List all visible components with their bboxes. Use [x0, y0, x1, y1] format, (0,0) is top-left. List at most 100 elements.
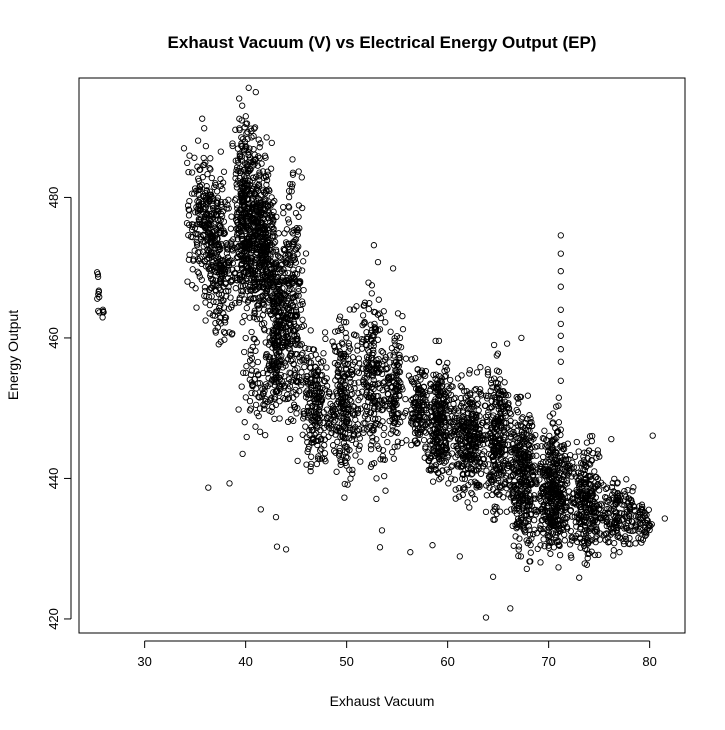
- data-point: [355, 446, 362, 453]
- data-point: [291, 237, 299, 244]
- data-point: [296, 388, 303, 395]
- data-point: [341, 480, 348, 488]
- data-point: [206, 310, 213, 317]
- data-point: [285, 250, 292, 258]
- data-point: [557, 491, 564, 498]
- data-point: [252, 347, 259, 354]
- data-point: [186, 152, 193, 159]
- data-point: [575, 511, 583, 519]
- data-point: [556, 527, 563, 534]
- data-point: [603, 522, 610, 530]
- data-point: [546, 539, 553, 546]
- data-point: [550, 460, 557, 467]
- data-point: [332, 426, 340, 433]
- data-point: [261, 402, 268, 409]
- data-point: [213, 188, 221, 195]
- data-point: [557, 500, 564, 507]
- data-point: [336, 427, 343, 434]
- data-point: [555, 465, 562, 472]
- data-point: [329, 442, 337, 449]
- data-point: [205, 212, 213, 219]
- data-point: [375, 296, 382, 303]
- data-point: [241, 296, 248, 303]
- data-point: [280, 203, 287, 211]
- data-point: [370, 369, 378, 377]
- data-point: [270, 225, 277, 232]
- data-point: [259, 201, 267, 208]
- data-point: [251, 125, 258, 132]
- data-point: [260, 390, 267, 398]
- data-point: [487, 451, 495, 459]
- data-point: [582, 491, 589, 498]
- data-point: [289, 156, 296, 163]
- data-point: [257, 259, 264, 266]
- data-point: [315, 355, 322, 363]
- data-point: [568, 554, 575, 561]
- data-point: [604, 484, 611, 491]
- data-point: [214, 308, 221, 315]
- data-point: [286, 327, 294, 334]
- data-point: [592, 538, 599, 546]
- data-point: [485, 408, 492, 416]
- data-point: [389, 448, 396, 456]
- data-point: [639, 503, 646, 511]
- x-tick-label: 30: [137, 654, 151, 669]
- data-point: [458, 436, 465, 443]
- x-tick-label: 60: [440, 654, 454, 669]
- data-point: [454, 463, 461, 470]
- data-point: [451, 427, 459, 435]
- data-point: [262, 173, 270, 181]
- data-point: [299, 431, 306, 438]
- data-point: [263, 352, 270, 359]
- data-point: [641, 512, 648, 520]
- data-point: [235, 226, 242, 233]
- data-point: [408, 418, 415, 425]
- data-point: [580, 466, 587, 473]
- data-point: [588, 457, 595, 464]
- data-point: [208, 212, 216, 219]
- data-point: [363, 342, 370, 349]
- data-point: [343, 334, 350, 341]
- data-point: [556, 542, 563, 550]
- data-point: [309, 346, 317, 353]
- data-point: [273, 387, 280, 395]
- data-point: [348, 436, 356, 444]
- data-point: [202, 142, 210, 150]
- data-point: [347, 405, 354, 413]
- data-point: [186, 197, 193, 205]
- data-point: [215, 284, 223, 292]
- data-point: [364, 407, 371, 414]
- data-point: [205, 219, 212, 226]
- data-point: [185, 221, 193, 229]
- data-point: [455, 485, 463, 492]
- data-point: [576, 519, 583, 527]
- data-point: [423, 409, 431, 417]
- data-point: [330, 447, 338, 455]
- data-point: [301, 357, 308, 364]
- data-point: [275, 374, 282, 381]
- data-point: [346, 426, 353, 433]
- data-point: [402, 395, 409, 403]
- data-point: [194, 163, 201, 170]
- data-point: [413, 406, 420, 414]
- data-point: [238, 205, 245, 213]
- data-point: [456, 553, 463, 560]
- data-point: [495, 406, 502, 413]
- data-point: [522, 526, 529, 534]
- data-point: [335, 365, 342, 372]
- data-point: [496, 399, 503, 406]
- data-point: [326, 424, 333, 431]
- data-point: [261, 326, 268, 334]
- data-point: [611, 518, 618, 526]
- data-point: [256, 405, 264, 412]
- data-point: [349, 466, 356, 474]
- data-point: [582, 471, 589, 479]
- data-point: [355, 355, 362, 362]
- data-point: [338, 370, 345, 377]
- data-point: [369, 360, 377, 367]
- data-point: [261, 306, 268, 313]
- data-point: [194, 137, 202, 144]
- data-point: [551, 451, 559, 459]
- data-point: [489, 491, 496, 499]
- data-point: [291, 327, 298, 334]
